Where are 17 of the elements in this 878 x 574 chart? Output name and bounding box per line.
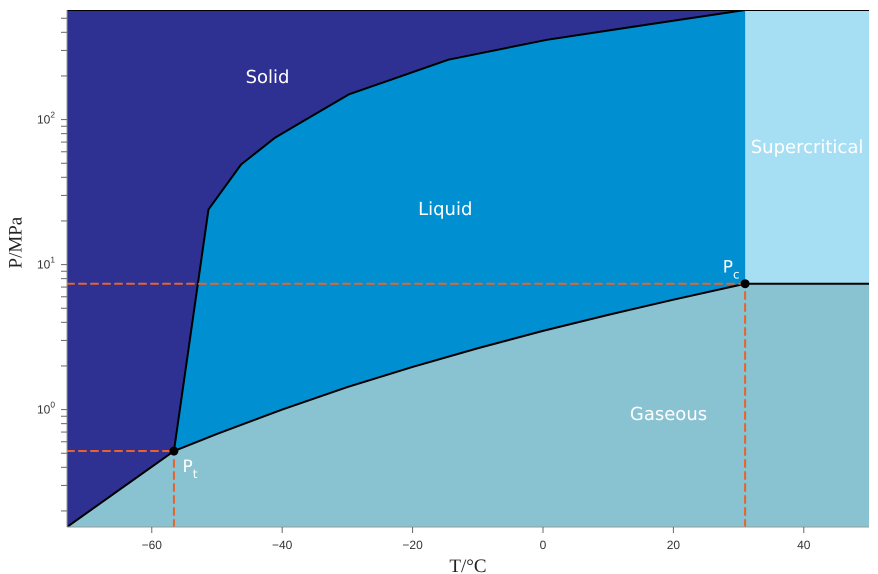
y-tick-label: 10$^{0}$ [36,400,56,417]
x-tick-label: 40 [797,538,811,552]
x-axis-title: T/°C [449,556,487,574]
annotation: P$_{t}$ [182,457,198,482]
annotation: P$_{c}$ [722,258,740,282]
series-label: Liquid [418,198,472,220]
series-label: Gaseous [630,403,708,424]
x-tick-label: −20 [402,538,424,552]
x-tick-label: −40 [272,538,293,552]
series-label: Supercritical [750,136,864,158]
x-tick-label: 0 [540,538,547,552]
y-tick-label: 10$^{1}$ [36,254,56,272]
x-tick-label: −60 [142,538,162,552]
y-axis-title: P/MPa [6,216,27,268]
series-label: Solid [246,66,290,88]
y-tick-label: 10$^{2}$ [36,110,56,127]
x-tick-label: 20 [666,538,680,552]
